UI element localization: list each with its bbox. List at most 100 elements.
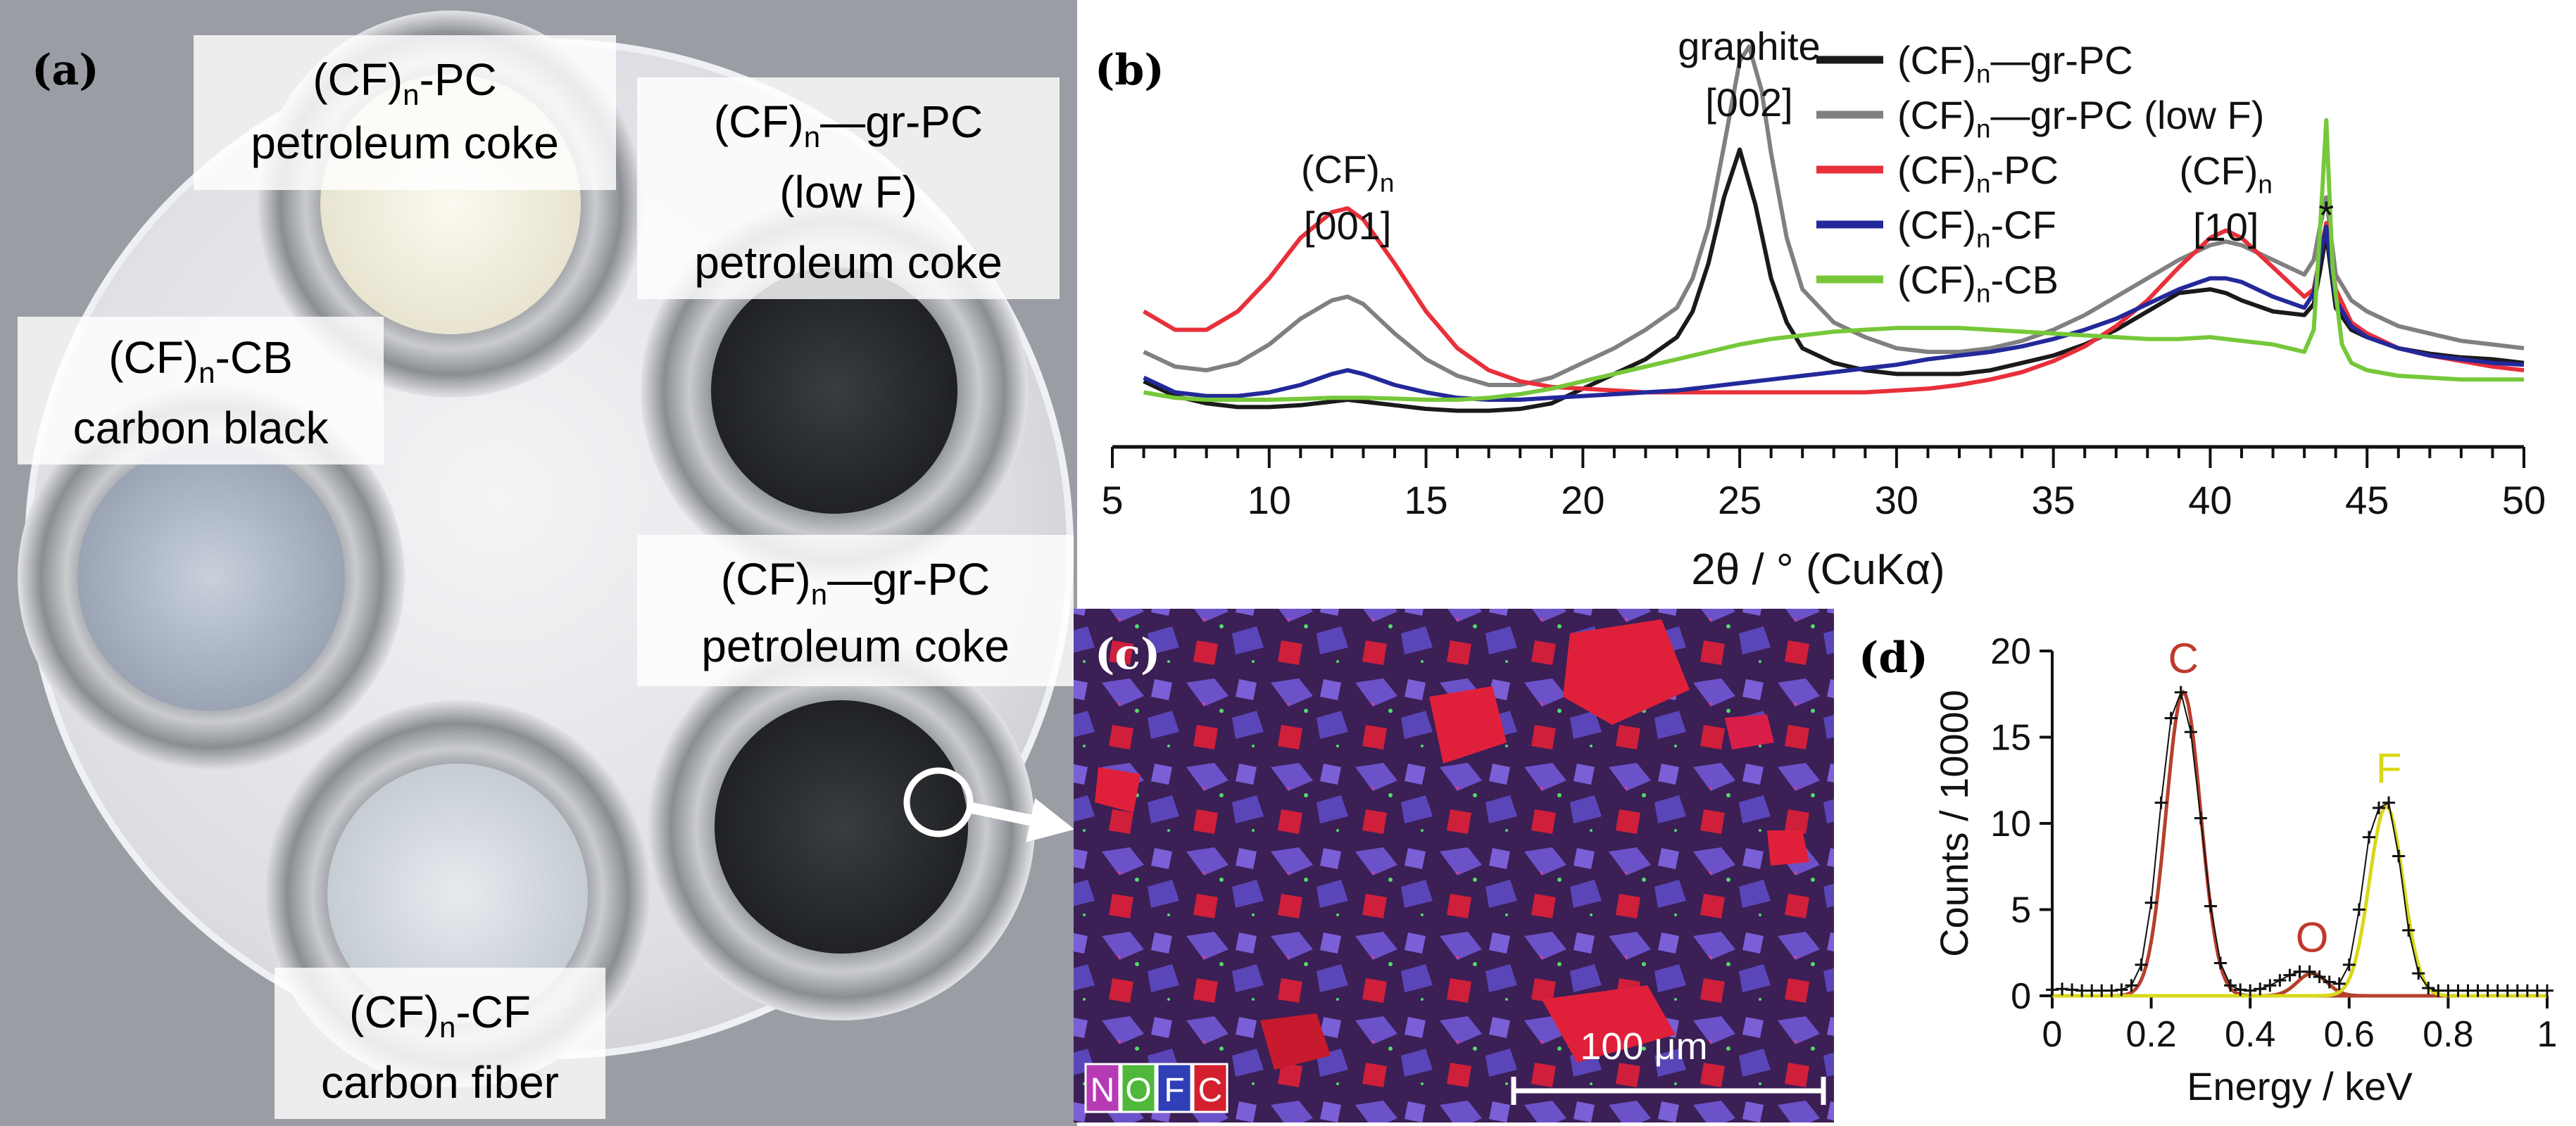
spectrum-point: [2125, 979, 2138, 992]
series-line-4: [1143, 118, 2524, 402]
eds-grain: [1725, 714, 1774, 749]
element-key-c: [1192, 1063, 1229, 1113]
x-tick-label: 15: [1404, 478, 1447, 522]
x-tick-label: 0.2: [2125, 1014, 2176, 1055]
x-tick-label: 30: [1875, 478, 1918, 522]
peak-annotation-bottom: [001]: [1304, 203, 1392, 248]
label-gr-line1: petroleum coke: [701, 621, 1010, 671]
x-tick-label: 50: [2502, 478, 2546, 522]
element-key-n-label: N: [1091, 1072, 1115, 1109]
spectrum-point: [2402, 923, 2415, 937]
spectrum-point: [2412, 967, 2425, 980]
spectrum-point: [2224, 979, 2237, 992]
peak-annotation-top: *: [2318, 193, 2334, 237]
panel-letter-b: (b): [1095, 46, 1164, 95]
x-tick-label: 25: [1718, 478, 1761, 522]
x-tick-label: 35: [2032, 478, 2075, 522]
x-tick-label: 45: [2345, 478, 2389, 522]
spectrum-point: [2541, 984, 2553, 997]
element-key: N O F C: [1084, 1063, 1229, 1113]
spectrum-point: [2323, 975, 2336, 989]
spectrum-point: [2135, 958, 2148, 971]
x-tick-label: 0: [2042, 1014, 2063, 1055]
spectrum-point: [2174, 685, 2187, 699]
cup-cb: [18, 384, 405, 771]
spectrum-point: [2313, 970, 2326, 984]
legend-label-1: (CF)n—gr-PC (low F): [1897, 93, 2264, 143]
peak-label-f: F: [2376, 745, 2402, 792]
spectrum-point: [2352, 903, 2365, 916]
legend-label-0: (CF)n—gr-PC: [1897, 38, 2133, 88]
x-tick-label: 10: [1248, 478, 1291, 522]
legend-label-4-post: -CB: [1991, 258, 2059, 302]
eds-grain: [1095, 767, 1141, 813]
label-pc-formula: (CF)n-PC: [313, 54, 497, 111]
element-key-f: [1156, 1063, 1193, 1113]
series-line-3: [1143, 224, 2525, 402]
legend-label-1-post: —gr-PC (low F): [1991, 93, 2265, 137]
label-gr: (CF)n—gr-PC petroleum coke: [637, 535, 1074, 686]
x-axis-title: 2θ / ° (CuKα): [1691, 545, 1944, 594]
y-tick-label: 10: [1990, 804, 2031, 844]
label-gr-low-f: (CF)n—gr-PC (low F) petroleum coke: [637, 77, 1060, 299]
spectrum-point: [2194, 811, 2207, 825]
x-tick-label: 0.4: [2225, 1014, 2275, 1055]
label-cb-formula: (CF)n-CB: [108, 332, 293, 389]
pointer-arrow: [970, 798, 1075, 842]
label-gr-low-f-line2: petroleum coke: [694, 237, 1003, 288]
label-cf: (CF)n-CF carbon fiber: [275, 968, 605, 1119]
peak-annotation-bottom: [002]: [1705, 80, 1793, 125]
spectrum-point: [2422, 981, 2435, 994]
highlight-circle: [903, 767, 974, 837]
spectrum-point: [2184, 726, 2197, 739]
spectrum-point: [2392, 849, 2406, 863]
label-gr-low-f-formula: (CF)n—gr-PC: [714, 96, 983, 153]
fit-curve-3: [2052, 804, 2547, 998]
peak-annotation-top: (CF)n: [1301, 147, 1395, 197]
label-pc-line1: petroleum coke: [251, 118, 559, 168]
spectrum-point: [2154, 796, 2168, 809]
panel-a: (CF)n-PC petroleum coke (CF)n—gr-PC (low…: [0, 0, 1077, 1126]
label-gr-formula: (CF)n—gr-PC: [721, 554, 990, 611]
peak-annotation-top-sub: n: [2258, 170, 2273, 198]
y-axis-title: Counts / 10000: [1932, 690, 1976, 957]
x-tick-label: 1: [2537, 1014, 2558, 1055]
eds-grain: [1429, 686, 1507, 764]
panel-c: (c) 100 μm N O F C: [1074, 609, 1834, 1122]
spectrum-point: [2144, 896, 2158, 909]
y-tick-label: 0: [2011, 976, 2031, 1017]
spectrum-point: [2372, 801, 2385, 814]
spectrum-point: [2273, 973, 2287, 987]
legend-label-0-post: —gr-PC: [1991, 38, 2133, 82]
legend-label-3-post: -CF: [1991, 203, 2056, 247]
peak-annotation-top-main: *: [2318, 193, 2334, 237]
spectrum-point: [2283, 968, 2297, 982]
spectrum-point: [2164, 711, 2178, 725]
legend-label-2-sub: n: [1976, 169, 1991, 198]
legend-label-2: (CF)n-PC: [1897, 148, 2059, 198]
peak-annotation-top: graphite: [1678, 24, 1820, 68]
spectrum-point: [2204, 899, 2217, 913]
peak-annotation-top-main: (CF): [1301, 147, 1380, 191]
legend-label-2-main: (CF): [1897, 148, 1976, 192]
spectrum-point: [2115, 983, 2128, 997]
x-tick-label: 0.6: [2324, 1014, 2375, 1055]
peak-annotation-top-main: (CF): [2179, 148, 2258, 193]
element-key-n: [1084, 1063, 1121, 1113]
legend-label-4-sub: n: [1976, 279, 1991, 308]
y-tick-label: 5: [2011, 890, 2031, 931]
spectrum-point: [2303, 965, 2316, 978]
element-key-f-label: F: [1164, 1072, 1184, 1109]
label-pc: (CF)n-PC petroleum coke: [194, 35, 616, 190]
legend-label-3-main: (CF): [1897, 203, 1976, 247]
spectrum-point: [2342, 958, 2356, 971]
x-tick-label: 20: [1561, 478, 1604, 522]
legend-label-4-main: (CF): [1897, 258, 1976, 302]
spectrum-point: [2244, 984, 2257, 997]
legend-label-1-sub: n: [1976, 114, 1991, 143]
peak-annotation-top: (CF)n: [2179, 148, 2273, 198]
x-tick-label: 40: [2188, 478, 2232, 522]
panel-letter-c: (c): [1095, 630, 1160, 679]
